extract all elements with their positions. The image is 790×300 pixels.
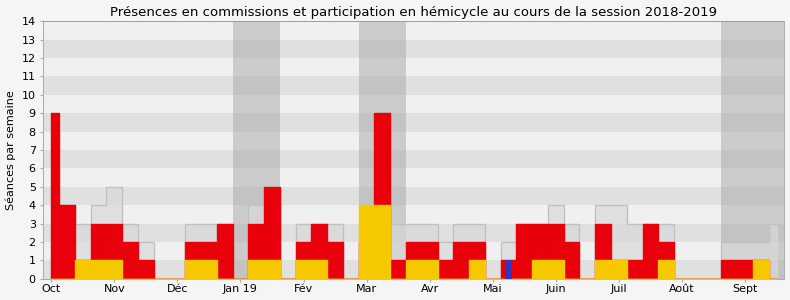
Bar <box>43 150 784 168</box>
Bar <box>505 260 513 279</box>
Bar <box>43 187 784 205</box>
Bar <box>43 95 784 113</box>
Y-axis label: Séances par semaine: Séances par semaine <box>6 90 16 210</box>
Bar <box>43 76 784 95</box>
Title: Présences en commissions et participation en hémicycle au cours de la session 20: Présences en commissions et participatio… <box>111 6 717 19</box>
Bar <box>43 224 784 242</box>
Bar <box>232 21 280 279</box>
Bar <box>43 132 784 150</box>
Bar <box>359 21 406 279</box>
Bar <box>43 168 784 187</box>
Bar <box>43 58 784 76</box>
Bar <box>43 21 784 40</box>
Bar <box>43 205 784 224</box>
Bar <box>721 21 784 279</box>
Bar <box>43 113 784 132</box>
Bar <box>43 40 784 58</box>
Bar <box>43 260 784 279</box>
Bar <box>43 3 784 21</box>
Bar <box>43 242 784 260</box>
